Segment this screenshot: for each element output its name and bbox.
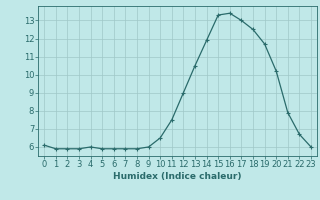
X-axis label: Humidex (Indice chaleur): Humidex (Indice chaleur) xyxy=(113,172,242,181)
